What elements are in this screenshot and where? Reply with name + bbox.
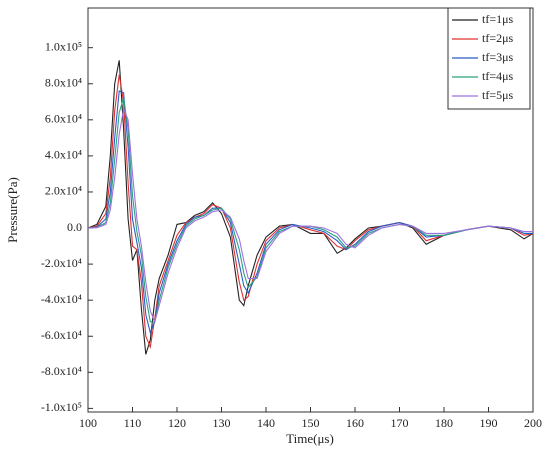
legend-label: tf=5μs (482, 88, 514, 102)
y-tick-label: 1.0x10⁵ (45, 39, 82, 53)
x-tick-label: 160 (346, 416, 364, 430)
legend-label: tf=4μs (482, 69, 514, 83)
y-tick-label: 4.0x10⁴ (45, 148, 82, 162)
x-tick-label: 150 (302, 416, 320, 430)
x-tick-label: 100 (79, 416, 97, 430)
series-line (87, 98, 533, 323)
y-tick-label: 2.0x10⁴ (45, 184, 82, 198)
x-axis-label: Time(μs) (286, 431, 334, 446)
x-tick-label: 200 (524, 416, 542, 430)
series-line (87, 90, 533, 335)
y-tick-label: -6.0x10⁴ (41, 328, 82, 342)
legend-label: tf=2μs (482, 31, 514, 45)
x-tick-label: 190 (480, 416, 498, 430)
y-tick-label: -4.0x10⁴ (41, 292, 82, 306)
y-tick-label: 8.0x10⁴ (45, 76, 82, 90)
legend-label: tf=1μs (482, 12, 514, 26)
y-axis-label: Pressure(Pa) (5, 177, 20, 243)
y-tick-label: -1.0x10⁵ (41, 400, 82, 414)
y-tick-label: 0.0 (67, 220, 82, 234)
x-tick-label: 130 (213, 416, 231, 430)
x-tick-label: 170 (391, 416, 409, 430)
y-tick-label: -8.0x10⁴ (41, 364, 82, 378)
series-line (87, 74, 534, 350)
y-tick-label: -2.0x10⁴ (41, 256, 82, 270)
x-tick-label: 180 (435, 416, 453, 430)
x-tick-label: 140 (257, 416, 275, 430)
x-tick-label: 110 (124, 416, 142, 430)
y-tick-label: 6.0x10⁴ (45, 112, 82, 126)
x-tick-label: 120 (168, 416, 186, 430)
series-line (87, 107, 533, 324)
legend-label: tf=3μs (482, 50, 514, 64)
